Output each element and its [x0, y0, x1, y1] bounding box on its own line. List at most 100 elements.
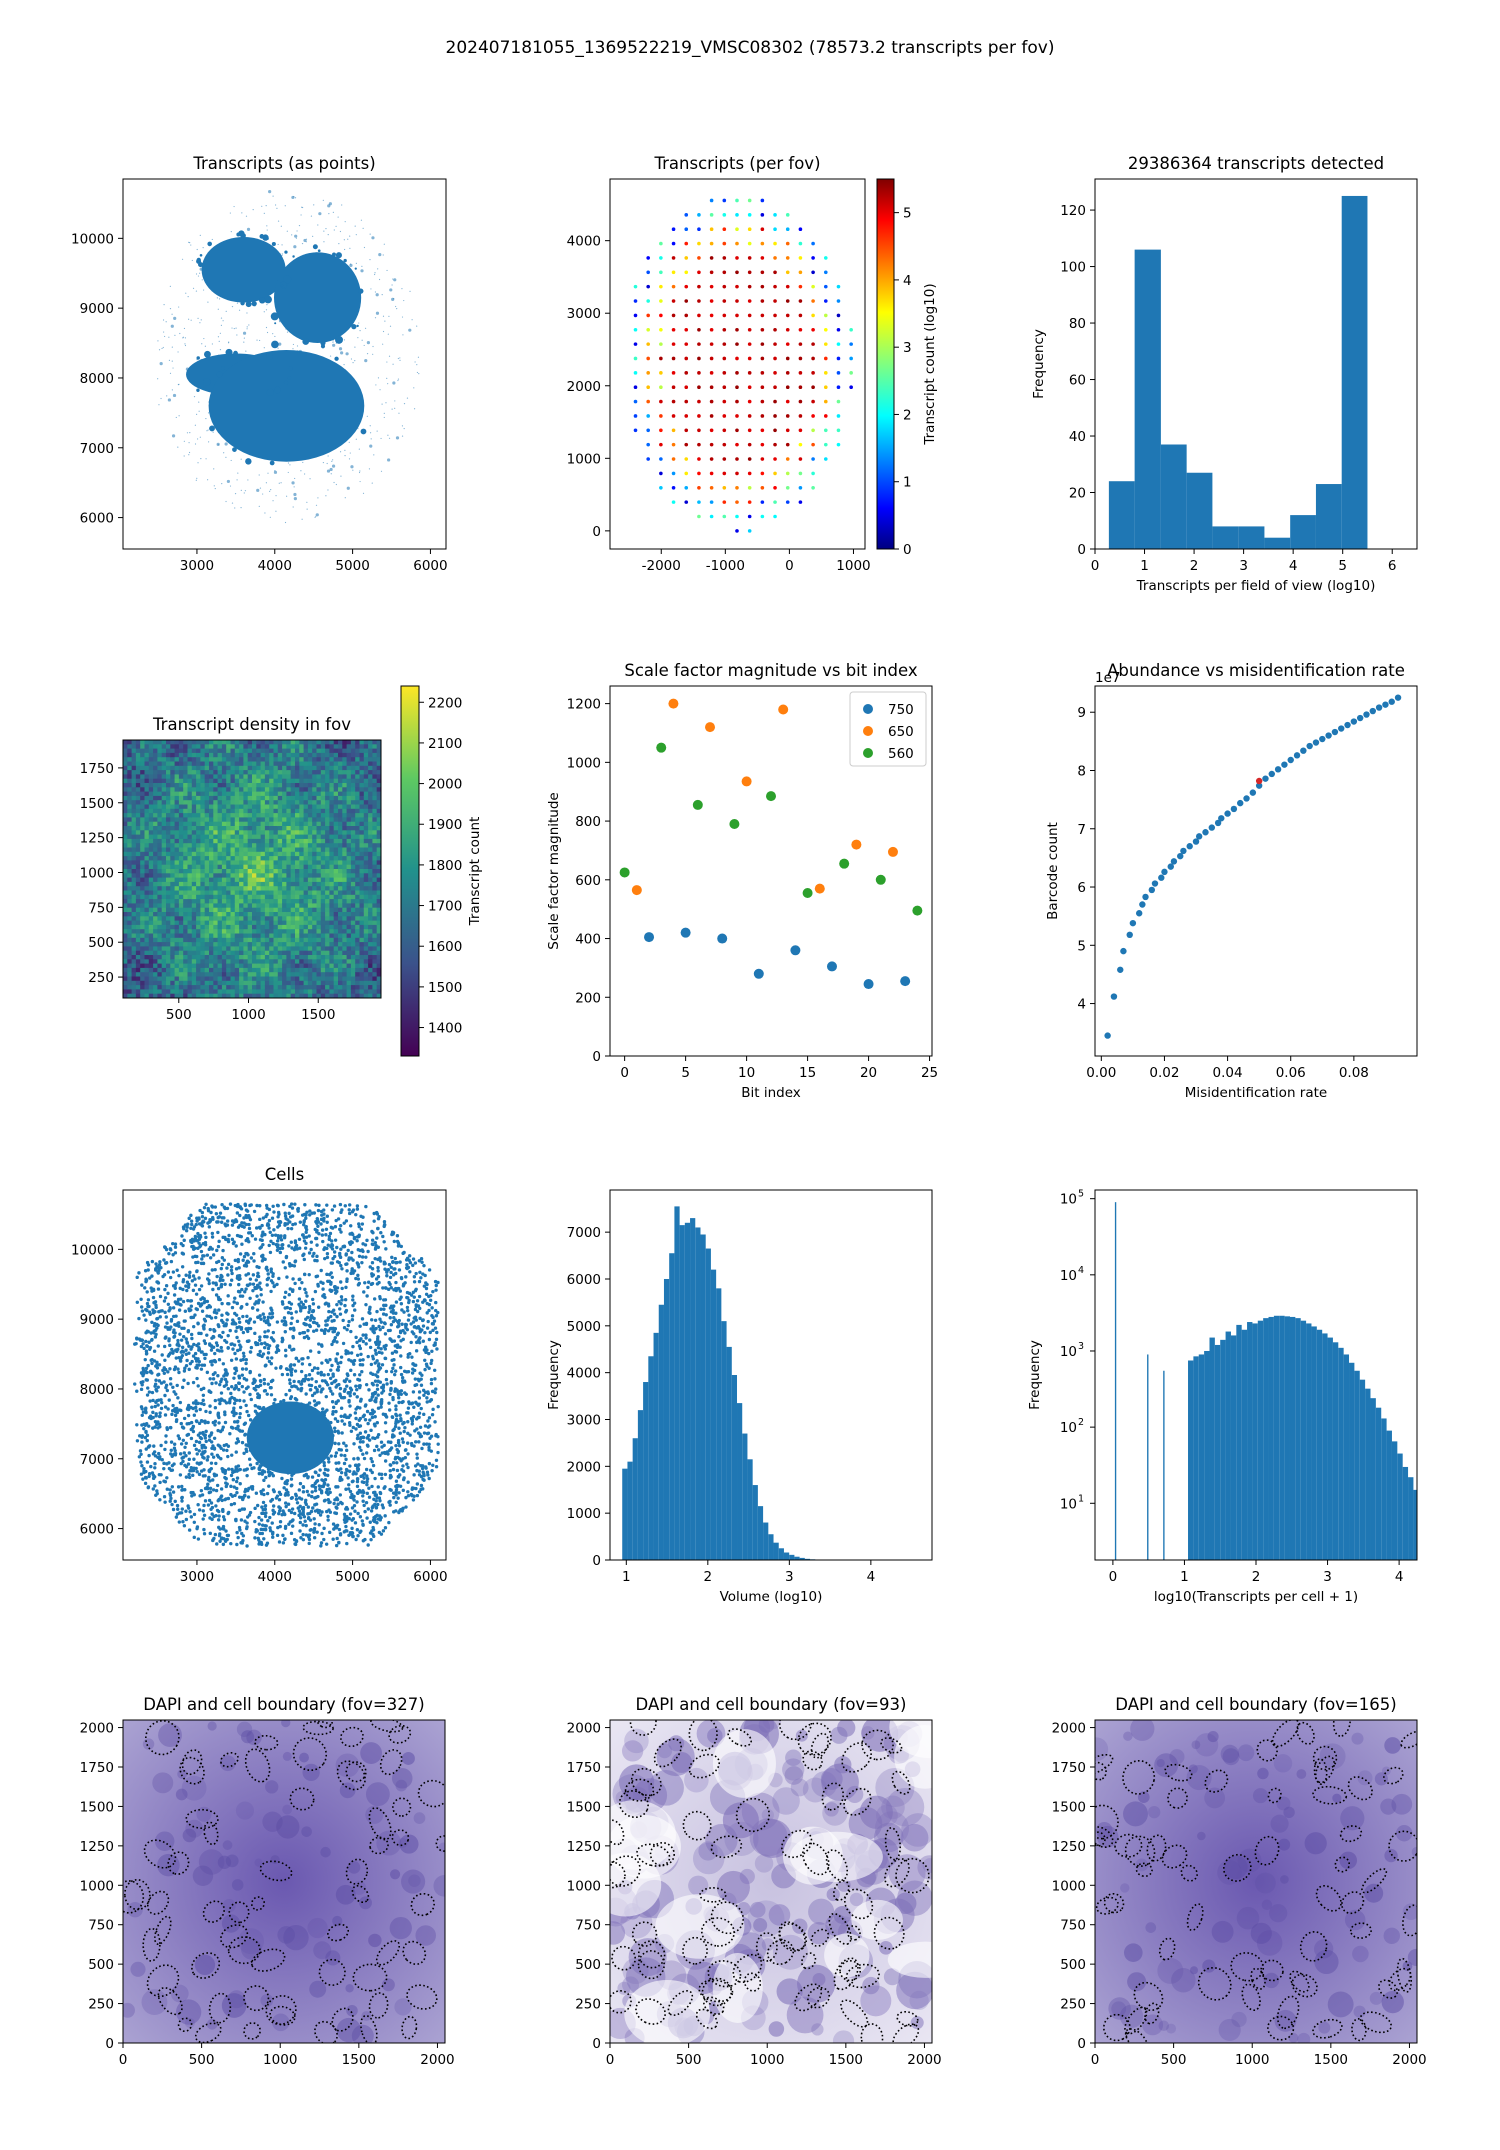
density-cell — [307, 791, 313, 797]
density-cell — [363, 783, 369, 788]
density-cell — [299, 791, 305, 797]
density-cell — [221, 946, 227, 952]
fov-point — [646, 442, 650, 447]
y-tick-label: 60 — [1069, 373, 1086, 389]
density-cell — [359, 778, 365, 784]
density-cell — [260, 937, 266, 943]
highlight-point — [1255, 777, 1263, 785]
fov-point — [773, 457, 777, 461]
density-cell — [234, 955, 240, 960]
transcript-point — [188, 451, 191, 454]
density-cell — [372, 740, 378, 745]
density-cell — [333, 929, 339, 935]
fov-point — [823, 299, 828, 303]
transcript-point — [188, 442, 190, 444]
abundance-point — [1120, 947, 1127, 955]
density-cell — [363, 873, 369, 879]
transcript-point — [403, 403, 406, 405]
transcript-point — [325, 227, 327, 230]
density-cell — [209, 886, 214, 892]
density-cell — [217, 881, 223, 887]
density-cell — [196, 972, 201, 978]
density-cell — [256, 752, 262, 758]
density-cell — [191, 877, 197, 883]
density-cell — [312, 808, 318, 814]
density-cell — [338, 903, 343, 909]
abundance-point — [1243, 795, 1250, 802]
density-cell — [123, 808, 128, 814]
transcript-point — [364, 327, 367, 329]
density-cell — [277, 912, 283, 917]
density-cell — [372, 967, 378, 973]
density-cell — [376, 920, 381, 926]
density-cell — [256, 907, 262, 913]
density-cell — [329, 851, 335, 857]
density-cell — [333, 761, 339, 767]
transcript-point — [416, 371, 419, 374]
density-cell — [148, 778, 154, 784]
density-cell — [269, 920, 275, 926]
density-cell — [316, 761, 322, 767]
density-cell — [226, 985, 232, 990]
density-cell — [368, 894, 373, 900]
density-cell — [277, 924, 283, 930]
density-cell — [376, 890, 381, 896]
density-cell — [200, 757, 206, 763]
density-cell — [256, 950, 262, 956]
density-cell — [307, 740, 313, 745]
density-cell — [153, 972, 158, 978]
density-cell — [260, 907, 266, 913]
density-cell — [307, 851, 313, 857]
density-cell — [307, 834, 313, 840]
density-cell — [187, 907, 193, 913]
density-cell — [359, 774, 365, 780]
density-cell — [299, 795, 305, 801]
density-cell — [153, 774, 158, 780]
transcript-point — [366, 341, 371, 345]
density-cell — [312, 834, 318, 840]
density-cell — [135, 967, 141, 973]
density-cell — [290, 860, 296, 866]
density-cell — [200, 752, 206, 758]
density-cell — [277, 881, 283, 887]
density-cell — [140, 967, 146, 973]
density-cell — [376, 869, 381, 874]
density-cell — [303, 856, 309, 861]
density-cell — [183, 783, 189, 788]
density-cell — [316, 826, 322, 831]
density-cell — [299, 826, 305, 831]
cell-point — [271, 1274, 275, 1278]
density-cell — [187, 985, 193, 990]
density-cell — [174, 972, 180, 978]
transcript-point — [163, 304, 165, 306]
density-cell — [316, 959, 322, 965]
density-cell — [342, 856, 348, 861]
density-cell — [247, 937, 253, 943]
density-cell — [148, 933, 154, 939]
density-cell — [243, 765, 249, 771]
density-cell — [200, 744, 206, 750]
transcript-point — [188, 318, 190, 320]
density-cell — [161, 955, 167, 960]
transcript-point — [369, 444, 373, 448]
scatter-point-650 — [668, 698, 679, 709]
density-cell — [157, 860, 163, 866]
density-cell — [303, 830, 309, 836]
density-cell — [252, 761, 257, 767]
density-cell — [191, 881, 197, 887]
density-cell — [264, 813, 270, 818]
chart-title: Abundance vs misidentification rate — [1107, 661, 1405, 680]
density-cell — [363, 856, 369, 861]
density-cell — [170, 993, 176, 998]
density-cell — [359, 804, 365, 810]
density-cell — [359, 989, 365, 995]
density-cell — [252, 907, 257, 913]
density-cell — [200, 748, 206, 754]
density-cell — [183, 821, 189, 827]
fov-point — [684, 385, 689, 390]
density-cell — [350, 899, 356, 904]
fov-point — [709, 514, 714, 519]
density-cell — [273, 821, 279, 827]
density-cell — [140, 963, 146, 969]
density-cell — [131, 847, 137, 853]
